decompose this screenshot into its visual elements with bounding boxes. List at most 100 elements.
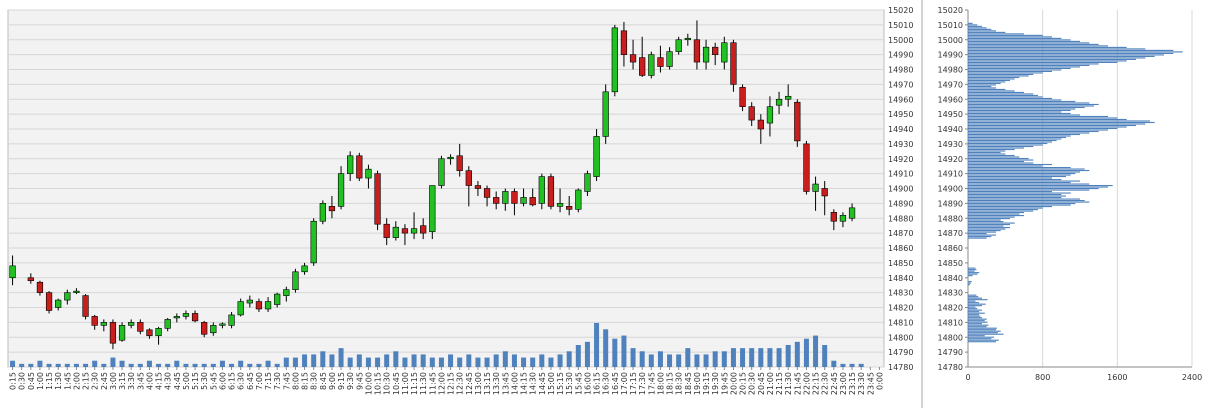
candle-body (128, 322, 135, 326)
volume-bar (685, 348, 691, 367)
x-tick-label: 12:45 (465, 372, 474, 395)
y-tick-label: 14920 (888, 155, 913, 164)
profile-bar (968, 225, 1004, 227)
candle-body (191, 313, 199, 322)
volume-bar (55, 363, 61, 367)
candle-body (794, 101, 801, 142)
profile-bar (968, 120, 1150, 122)
volume-bar (584, 341, 590, 367)
x-tick-label: 5:15 (191, 372, 200, 390)
candle-body (337, 173, 345, 207)
y-tick-label: 14820 (938, 304, 963, 313)
profile-bar (968, 97, 1052, 100)
profile-bar (968, 303, 986, 305)
volume-bar (831, 360, 837, 367)
y-tick-label: 14900 (888, 185, 913, 194)
profile-bar (968, 236, 992, 238)
x-tick-label: 0:15 (9, 372, 18, 390)
profile-bar (968, 184, 1113, 187)
candle-body (438, 158, 445, 186)
x-tick-label: 17:45 (647, 372, 656, 395)
profile-bar (968, 31, 1006, 33)
profile-bar (968, 90, 1015, 92)
volume-bar (10, 360, 16, 367)
x-tick-label: 22:45 (830, 372, 839, 395)
profile-bar (968, 154, 1015, 157)
x-tick-label: 18:00 (656, 372, 665, 395)
candle-body (465, 170, 472, 186)
profile-bar (968, 127, 1118, 130)
profile-bar (968, 203, 1076, 205)
volume-bar (37, 360, 43, 367)
profile-bar (968, 96, 1043, 98)
profile-bar (968, 85, 992, 88)
volume-bar (557, 354, 563, 367)
volume-bar (83, 363, 89, 367)
x-tick-label: 2:15 (82, 372, 91, 390)
profile-bar (968, 145, 1034, 148)
profile-bar (968, 72, 1043, 74)
volume-bar (566, 351, 572, 367)
x-tick-label: 4:45 (173, 372, 182, 390)
volume-bar (119, 360, 125, 367)
profile-bar (968, 103, 1099, 106)
x-tick-label: 13:00 (474, 372, 483, 395)
x-tick-label: 23:15 (848, 372, 857, 395)
profile-bar (968, 270, 975, 272)
candle-body (803, 143, 810, 192)
y-tick-label: 14830 (888, 289, 913, 298)
x-tick-label: 8:30 (310, 372, 319, 390)
profile-bar (968, 150, 1006, 152)
candle-body (757, 119, 764, 130)
profile-bar (968, 37, 1062, 39)
x-tick-label: 0:30 (18, 372, 27, 390)
volume-bar (174, 360, 180, 367)
x-tick-label: 4:15 (155, 372, 164, 390)
x-tick-label: 1:15 (45, 372, 54, 390)
volume-bar (621, 335, 627, 367)
volume-bar (101, 363, 107, 367)
x-tick-label: 17:00 (620, 372, 629, 395)
volume-bar (92, 360, 98, 367)
profile-bar (968, 178, 1062, 181)
profile-bar (968, 78, 1015, 80)
volume-bar (438, 357, 444, 367)
volume-bar (749, 348, 755, 367)
profile-bar (968, 34, 1043, 36)
y-tick-label: 14970 (888, 80, 913, 89)
profile-bar (968, 272, 980, 274)
candle-body (219, 323, 226, 326)
profile-bar (968, 147, 1024, 149)
profile-bar (968, 237, 987, 239)
x-tick-label: 7:30 (273, 372, 282, 390)
profile-bar (968, 187, 1099, 190)
volume-bar (840, 363, 846, 367)
profile-bar (968, 219, 1001, 221)
x-tick-label: 7:15 (264, 372, 273, 390)
profile-bar (968, 135, 1071, 137)
candle-body (785, 95, 792, 100)
x-tick-label: 22:00 (802, 372, 811, 395)
profile-bar (968, 338, 992, 340)
profile-bar (968, 36, 1052, 38)
candle-body (575, 189, 582, 210)
candle-body (620, 30, 628, 55)
profile-bar (968, 39, 1071, 41)
y-tick-label: 14780 (938, 363, 963, 372)
candle-body (319, 203, 326, 222)
y-tick-label: 14800 (888, 333, 913, 342)
profile-bar (968, 130, 1099, 133)
candle-body (474, 185, 482, 189)
profile-bar (968, 198, 1080, 200)
y-tick-label: 14960 (938, 95, 963, 104)
x-tick-label: 2:30 (91, 372, 100, 390)
candle-body (246, 299, 253, 304)
profile-bar (968, 230, 1001, 232)
profile-bar (968, 160, 1024, 163)
candle-body (648, 54, 655, 76)
candle-body (675, 39, 682, 52)
y-tick-label: 14780 (888, 363, 913, 372)
x-tick-label: 8:45 (319, 372, 328, 390)
profile-bar (968, 100, 1076, 103)
